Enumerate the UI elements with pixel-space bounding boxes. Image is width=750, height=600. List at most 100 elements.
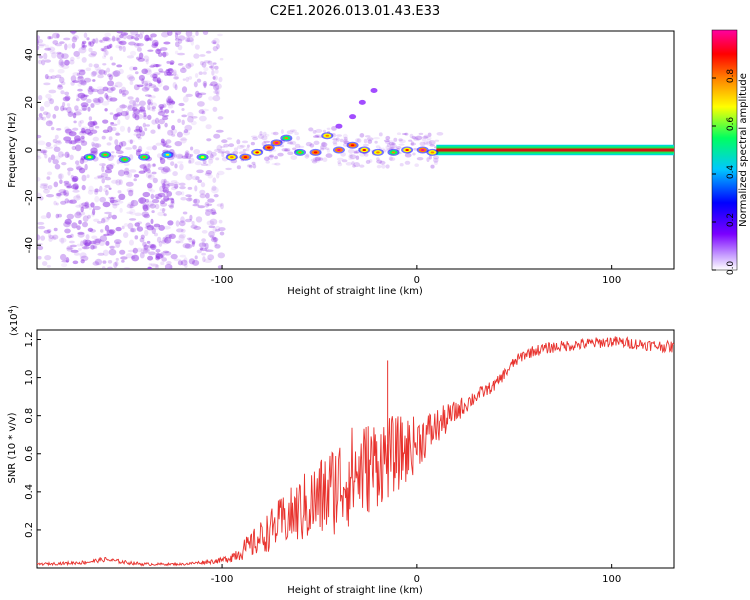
track-speck — [364, 135, 371, 138]
noise-speck — [157, 77, 161, 84]
noise-speck — [139, 252, 145, 259]
noise-speck — [95, 238, 102, 243]
noise-speck — [174, 183, 179, 189]
noise-speck — [102, 129, 110, 134]
noise-speck — [147, 102, 154, 106]
noise-speck — [200, 61, 204, 66]
noise-speck — [138, 33, 143, 39]
noise-speck — [150, 63, 158, 68]
noise-speck — [62, 107, 68, 111]
noise-speck — [37, 44, 45, 48]
noise-speck — [48, 232, 52, 238]
noise-speck — [188, 195, 192, 202]
noise-speck — [166, 261, 172, 265]
track-speck — [410, 141, 414, 146]
track-speck — [225, 167, 232, 171]
track-speck — [242, 148, 247, 152]
noise-speck — [108, 136, 113, 141]
noise-speck — [73, 195, 81, 201]
noise-speck — [79, 158, 85, 165]
spectral-feature — [239, 153, 252, 161]
noise-speck — [191, 116, 198, 119]
noise-speck — [90, 150, 99, 155]
noise-speck — [99, 235, 108, 242]
upper-branch-point — [335, 123, 343, 129]
noise-speck — [181, 108, 185, 111]
noise-speck — [122, 45, 126, 53]
noise-speck — [148, 95, 152, 98]
noise-speck — [217, 170, 225, 176]
track-speck — [416, 157, 424, 161]
track-speck — [410, 142, 417, 146]
noise-speck — [215, 129, 224, 133]
noise-speck — [79, 252, 87, 259]
noise-speck — [115, 150, 124, 155]
noise-speck — [113, 261, 118, 269]
snr-panel: -100 0 100 0.2 0.4 0.6 0.8 1.0 1.2 (x104) Height… — [7, 305, 675, 596]
noise-speck — [53, 181, 59, 188]
noise-speck — [102, 63, 107, 66]
noise-speck — [51, 126, 55, 131]
noise-speck — [66, 213, 75, 220]
noise-speck — [149, 189, 156, 193]
track-speck — [284, 148, 291, 152]
noise-speck — [86, 98, 92, 104]
noise-speck — [160, 109, 167, 113]
noise-speck — [194, 255, 198, 260]
noise-speck — [188, 258, 195, 265]
noise-speck — [212, 106, 218, 112]
noise-speck — [101, 216, 110, 223]
spectral-feature — [99, 151, 112, 159]
track-speck — [247, 164, 252, 168]
noise-speck — [93, 218, 100, 222]
noise-speck — [142, 122, 147, 128]
noise-speck — [115, 131, 120, 136]
noise-speck — [218, 76, 223, 83]
noise-speck — [94, 188, 99, 192]
y-tick-label: 0 — [24, 147, 35, 153]
noise-speck — [116, 31, 123, 34]
noise-speck — [109, 245, 116, 249]
track-speck — [432, 155, 440, 160]
track-speck — [349, 153, 353, 156]
noise-speck — [99, 163, 106, 167]
noise-speck — [195, 176, 200, 181]
noise-speck — [118, 68, 124, 75]
noise-speck — [109, 97, 118, 102]
track-speck — [385, 145, 389, 150]
noise-speck — [99, 185, 103, 193]
track-speck — [409, 133, 414, 139]
noise-speck — [115, 132, 121, 136]
noise-speck — [216, 92, 220, 97]
spectral-feature — [118, 156, 131, 164]
noise-speck — [184, 218, 192, 223]
noise-speck — [174, 141, 183, 147]
track-speck — [236, 165, 241, 170]
track-speck — [390, 144, 398, 148]
track-speck — [353, 151, 359, 154]
track-speck — [318, 157, 324, 161]
noise-speck — [191, 220, 195, 226]
noise-speck — [167, 220, 174, 226]
track-speck — [404, 152, 412, 158]
noise-speck — [159, 47, 168, 51]
noise-speck — [152, 198, 160, 204]
noise-speck — [214, 244, 221, 249]
noise-speck — [108, 196, 116, 200]
noise-speck — [179, 182, 186, 186]
noise-speck — [40, 116, 44, 120]
track-speck — [389, 157, 396, 162]
noise-speck — [170, 253, 178, 260]
noise-speck — [115, 241, 121, 248]
noise-speck — [194, 161, 202, 166]
noise-speck — [162, 166, 170, 173]
noise-speck — [52, 138, 58, 144]
noise-speck — [53, 144, 58, 148]
noise-speck — [133, 174, 140, 178]
noise-speck — [205, 124, 212, 130]
noise-speck — [81, 42, 85, 48]
noise-speck — [188, 76, 193, 80]
noise-speck — [75, 164, 81, 170]
noise-speck — [74, 211, 82, 219]
noise-speck — [101, 135, 106, 140]
